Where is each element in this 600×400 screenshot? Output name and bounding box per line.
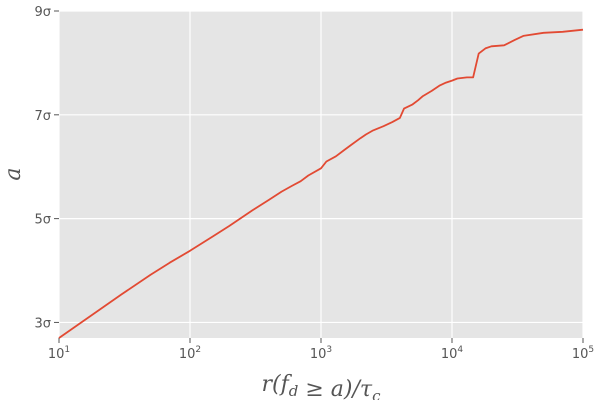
x-tick-label: 102 [179,345,201,362]
series-layer [58,28,584,339]
x-tick-label: 103 [310,345,332,362]
x-tick-label: 104 [441,345,464,362]
grid [58,10,584,338]
y-axis-label: a [1,167,26,180]
y-tick-label: 7σ [34,109,51,124]
y-tick-label: 9σ [34,5,51,20]
x-tick-label: 105 [572,345,594,362]
y-tick-label: 3σ [34,316,51,331]
x-tick-exponent: 4 [457,345,463,355]
x-tick-exponent: 1 [64,345,70,355]
x-tick-label: 101 [48,345,70,362]
x-axis-label: r(fd ≥ a)/τc [262,372,382,400]
x-tick-exponent: 5 [588,345,594,355]
x-tick-exponent: 2 [195,345,201,355]
series-line [58,28,584,339]
x-tick-exponent: 3 [326,345,332,355]
axes [54,10,584,343]
y-tick-label: 5σ [34,213,51,228]
